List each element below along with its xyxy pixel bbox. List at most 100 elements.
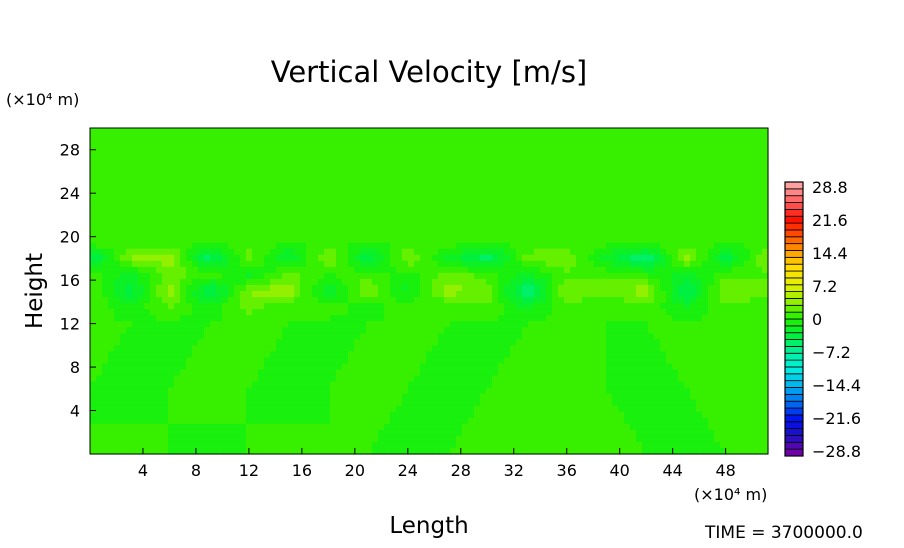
heatmap-cell	[372, 188, 379, 196]
heatmap-cell	[636, 345, 643, 352]
heatmap-cell	[750, 363, 757, 371]
heatmap-cell	[210, 128, 217, 135]
heatmap-cell	[744, 152, 751, 159]
heatmap-cell	[666, 387, 673, 395]
heatmap-cell	[180, 297, 187, 304]
heatmap-cell	[540, 164, 547, 171]
heatmap-cell	[342, 291, 349, 298]
heatmap-cell	[738, 230, 745, 238]
heatmap-cell	[732, 236, 739, 244]
heatmap-cell	[738, 158, 745, 165]
heatmap-cell	[456, 278, 463, 286]
heatmap-cell	[324, 297, 331, 304]
heatmap-cell	[306, 351, 313, 359]
heatmap-cell	[168, 363, 175, 371]
heatmap-cell	[180, 242, 187, 250]
heatmap-cell	[264, 339, 271, 346]
heatmap-cell	[588, 303, 595, 310]
heatmap-cell	[102, 309, 109, 316]
heatmap-cell	[726, 339, 733, 346]
heatmap-cell	[204, 206, 211, 214]
heatmap-cell	[690, 140, 697, 147]
heatmap-cell	[504, 200, 511, 208]
heatmap-cell	[630, 164, 637, 171]
heatmap-cell	[192, 369, 199, 377]
heatmap-cell	[642, 381, 649, 389]
heatmap-cell	[666, 327, 673, 334]
heatmap-cell	[552, 297, 559, 304]
heatmap-cell	[318, 200, 325, 208]
heatmap-cell	[234, 224, 241, 232]
heatmap-cell	[156, 158, 163, 165]
heatmap-cell	[294, 351, 301, 359]
heatmap-cell	[582, 375, 589, 383]
heatmap-cell	[468, 260, 475, 268]
heatmap-cell	[306, 357, 313, 365]
heatmap-cell	[312, 212, 319, 220]
heatmap-cell	[504, 303, 511, 310]
heatmap-cell	[408, 188, 415, 196]
heatmap-cell	[378, 218, 385, 226]
heatmap-cell	[726, 272, 733, 280]
heatmap-cell	[714, 248, 721, 256]
heatmap-cell	[636, 254, 643, 262]
heatmap-cell	[714, 345, 721, 352]
heatmap-cell	[408, 297, 415, 304]
heatmap-cell	[282, 297, 289, 304]
heatmap-cell	[624, 375, 631, 383]
heatmap-cell	[336, 158, 343, 165]
heatmap-cell	[354, 188, 361, 196]
heatmap-cell	[480, 188, 487, 196]
heatmap-cell	[582, 309, 589, 316]
heatmap-cell	[138, 339, 145, 346]
heatmap-cell	[690, 200, 697, 208]
heatmap-cell	[762, 128, 769, 135]
heatmap-cell	[612, 218, 619, 226]
heatmap-cell	[192, 284, 199, 292]
heatmap-cell	[558, 158, 565, 165]
heatmap-cell	[510, 152, 517, 159]
heatmap-cell	[618, 134, 625, 141]
heatmap-cell	[174, 291, 181, 298]
heatmap-cell	[240, 339, 247, 346]
heatmap-cell	[384, 242, 391, 250]
heatmap-cell	[126, 134, 133, 141]
heatmap-cell	[204, 176, 211, 183]
heatmap-cell	[474, 140, 481, 147]
heatmap-cell	[738, 164, 745, 171]
heatmap-cell	[684, 260, 691, 268]
heatmap-cell	[726, 254, 733, 262]
heatmap-cell	[402, 303, 409, 310]
heatmap-cell	[240, 363, 247, 371]
heatmap-cell	[552, 224, 559, 232]
heatmap-cell	[342, 309, 349, 316]
heatmap-cell	[108, 266, 115, 274]
heatmap-cell	[264, 218, 271, 226]
heatmap-cell	[114, 266, 121, 274]
heatmap-cell	[318, 284, 325, 292]
heatmap-cell	[738, 387, 745, 395]
heatmap-cell	[666, 345, 673, 352]
heatmap-cell	[624, 128, 631, 135]
heatmap-cell	[150, 176, 157, 183]
heatmap-cell	[564, 182, 571, 189]
heatmap-cell	[456, 303, 463, 310]
heatmap-cell	[186, 333, 193, 340]
heatmap-cell	[600, 339, 607, 346]
heatmap-cell	[726, 224, 733, 232]
heatmap-cell	[618, 309, 625, 316]
heatmap-cell	[492, 315, 499, 322]
heatmap-cell	[498, 327, 505, 334]
heatmap-cell	[636, 230, 643, 238]
heatmap-cell	[336, 206, 343, 214]
heatmap-cell	[600, 369, 607, 377]
heatmap-cell	[630, 158, 637, 165]
heatmap-cell	[102, 339, 109, 346]
heatmap-cell	[564, 291, 571, 298]
heatmap-cell	[246, 303, 253, 310]
heatmap-cell	[402, 278, 409, 286]
heatmap-cell	[744, 381, 751, 389]
heatmap-cell	[366, 134, 373, 141]
heatmap-cell	[702, 272, 709, 280]
heatmap-cell	[762, 345, 769, 352]
